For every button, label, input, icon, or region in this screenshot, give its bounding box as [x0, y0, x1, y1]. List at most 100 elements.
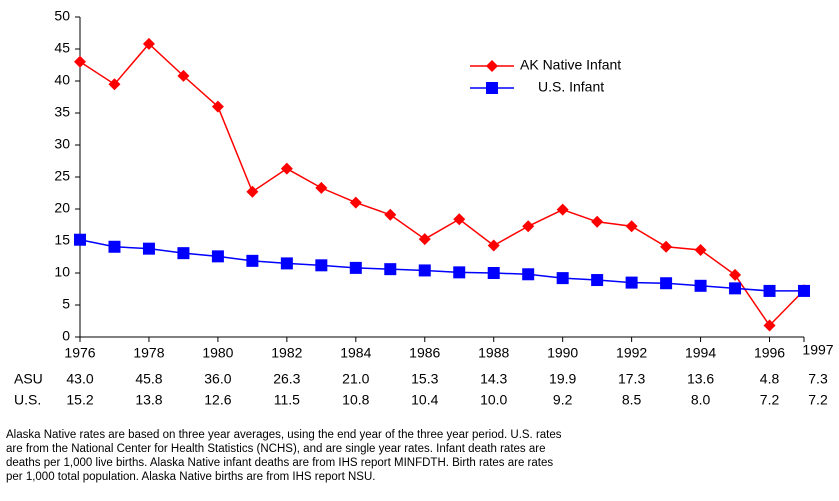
point	[384, 263, 397, 276]
table-cell: 43.0	[66, 371, 93, 387]
table-cell: 11.5	[274, 392, 300, 408]
point	[246, 185, 259, 198]
point	[142, 242, 155, 255]
x-tick-label: 1994	[685, 345, 716, 361]
point	[74, 233, 86, 246]
point	[487, 239, 500, 252]
footnote-line: per 1,000 total population. Alaska Nativ…	[6, 471, 376, 483]
table-cell: 14.3	[480, 371, 507, 387]
line	[79, 42, 805, 327]
point	[280, 257, 293, 270]
table-cell: 9.2	[553, 392, 573, 408]
legend-label: U.S. Infant	[538, 79, 604, 95]
x-tick-label: 1996	[754, 345, 785, 361]
point	[591, 215, 604, 228]
point	[694, 279, 707, 292]
point	[349, 196, 362, 209]
point	[418, 264, 431, 277]
point	[315, 181, 328, 194]
footnote-line: deaths per 1,000 live births. Alaska Nat…	[6, 457, 554, 469]
point	[694, 243, 707, 256]
series	[74, 233, 810, 297]
table-cell: 10.4	[411, 392, 438, 408]
table-cell: 15.2	[66, 392, 93, 408]
point	[74, 55, 86, 68]
table-cell: 4.8	[760, 371, 780, 387]
y-tick-label: 0	[62, 328, 70, 344]
line	[79, 238, 804, 292]
point	[453, 266, 466, 279]
y-tick-label: 15	[54, 232, 70, 248]
table-cell: 19.9	[549, 371, 576, 387]
table-cell: 21.0	[342, 371, 369, 387]
x-tick-label: 1988	[478, 345, 509, 361]
point	[625, 276, 638, 289]
table-cell: 10.8	[342, 392, 369, 408]
table-cell: 7.2	[760, 392, 780, 408]
y-tick-label: 30	[54, 136, 70, 152]
point	[763, 319, 776, 332]
y-tick-label: 20	[54, 200, 70, 216]
point	[660, 277, 673, 290]
table-cell: 13.6	[687, 371, 714, 387]
x-tick-label: 1990	[547, 345, 578, 361]
y-tick-label: 25	[54, 168, 70, 184]
footnote-line: are from the National Center for Health …	[6, 443, 546, 455]
point	[556, 272, 569, 285]
point	[729, 268, 742, 281]
y-tick-label: 5	[62, 296, 70, 312]
footnote-line: Alaska Native rates are based on three y…	[6, 429, 562, 441]
x-tick-label: 1976	[64, 345, 95, 361]
point	[108, 78, 121, 91]
footnote: Alaska Native rates are based on three y…	[6, 428, 806, 484]
legend-marker	[486, 82, 498, 94]
point	[384, 208, 397, 221]
point	[280, 162, 293, 175]
table-cell: 45.8	[135, 371, 162, 387]
table-cell: 15.3	[411, 371, 438, 387]
table-cell: 17.3	[618, 371, 645, 387]
table-cell: 10.0	[480, 392, 507, 408]
point	[211, 100, 224, 113]
point	[625, 220, 638, 233]
point	[522, 220, 535, 233]
table-cell: 26.3	[273, 371, 300, 387]
table-cell: 8.0	[691, 392, 711, 408]
x-tick-label: 1997	[802, 342, 833, 358]
point	[142, 37, 155, 50]
x-tick-label: 1978	[133, 345, 164, 361]
point	[108, 240, 121, 253]
x-tick-label: 1986	[409, 345, 440, 361]
table-cell: 12.6	[204, 392, 231, 408]
table-row-label: ASU	[14, 371, 43, 387]
legend-marker	[486, 60, 498, 72]
table-cell: 7.3	[808, 371, 828, 387]
point	[487, 267, 500, 279]
point	[729, 282, 742, 295]
y-tick-label: 40	[54, 72, 70, 88]
point	[763, 284, 776, 297]
point	[177, 69, 190, 82]
point	[177, 247, 190, 260]
table-cell: 7.2	[808, 392, 828, 408]
legend-label: AK Native Infant	[520, 57, 621, 73]
point	[211, 250, 224, 263]
point	[246, 254, 259, 267]
y-tick-label: 45	[54, 40, 70, 56]
x-tick-label: 1982	[271, 345, 302, 361]
x-tick-label: 1992	[616, 345, 647, 361]
point	[798, 284, 810, 297]
chart: 0 5 10 15 20 25 30 35 40 45 50 1976 1978 1980 1982 1984…	[14, 8, 834, 408]
y-tick-label: 35	[54, 104, 70, 120]
y-tick-label: 50	[54, 8, 70, 24]
table-cell: 8.5	[622, 392, 642, 408]
point	[349, 261, 362, 274]
x-tick-label: 1980	[202, 345, 233, 361]
y-tick-label: 10	[54, 264, 70, 280]
point	[660, 240, 673, 253]
point	[522, 268, 535, 281]
point	[556, 203, 569, 216]
point	[315, 259, 328, 272]
table-cell: 13.8	[135, 392, 162, 408]
point	[591, 274, 604, 287]
